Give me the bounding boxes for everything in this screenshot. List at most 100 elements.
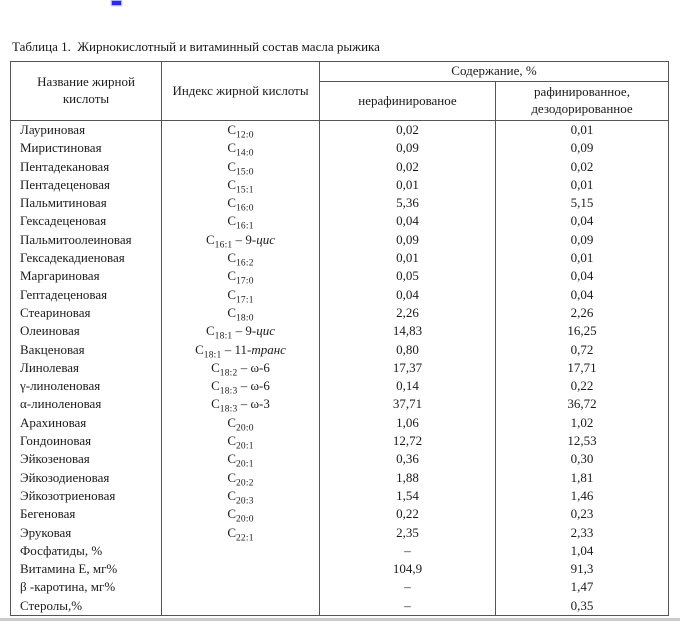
fatty-acid-index: C17:1 bbox=[161, 285, 320, 304]
table-row: Пальмитоолеиновая C16:1 – 9-цис 0,09 0,0… bbox=[10, 230, 670, 250]
fatty-acid-name: Арахиновая bbox=[10, 413, 162, 433]
table-row: Эйкозодиеновая C20:2 1,88 1,81 bbox=[10, 468, 670, 487]
fatty-acid-index: C20:1 bbox=[161, 432, 320, 451]
fatty-acid-name: Витамина Е, мг% bbox=[10, 560, 162, 579]
table-row: Миристиновая C14:0 0,09 0,09 bbox=[10, 139, 670, 158]
fatty-acid-index bbox=[161, 560, 320, 579]
fatty-acid-name: Гексадекадиеновая bbox=[10, 249, 162, 268]
refined-value: 1,46 bbox=[494, 486, 670, 506]
fatty-acid-name: γ-линоленовая bbox=[10, 377, 162, 396]
fatty-acid-index: C20:0 bbox=[161, 505, 320, 524]
unrefined-value: – bbox=[319, 541, 496, 561]
fatty-acid-index: C12:0 bbox=[161, 120, 320, 140]
refined-value: 0,09 bbox=[494, 139, 670, 158]
fatty-acid-index: C18:1 – 9-цис bbox=[161, 322, 320, 341]
fatty-acid-index: C18:2 – ω-6 bbox=[161, 358, 320, 378]
table-row: Бегеновая C20:0 0,22 0,23 bbox=[10, 505, 670, 524]
table-row: Гондоиновая C20:1 12,72 12,53 bbox=[10, 432, 670, 451]
fatty-acid-index: C20:2 bbox=[161, 468, 320, 487]
table-row: Стеролы,% – 0,35 bbox=[10, 596, 670, 616]
unrefined-value: 5,36 bbox=[319, 194, 496, 213]
unrefined-value: 1,54 bbox=[319, 486, 496, 506]
fatty-acid-name: Пентадекановая bbox=[10, 157, 162, 176]
unrefined-value: – bbox=[319, 596, 496, 616]
fatty-acid-index: C20:0 bbox=[161, 413, 320, 433]
unrefined-value: 0,02 bbox=[319, 120, 496, 140]
table-row: Эруковая C22:1 2,35 2,33 bbox=[10, 523, 670, 542]
refined-value: 2,26 bbox=[494, 303, 670, 323]
unrefined-value: 0,36 bbox=[319, 450, 496, 469]
fatty-acid-table: Название жирной кислоты Индекс жирной ки… bbox=[10, 61, 670, 617]
fatty-acid-name: Маргариновая bbox=[10, 267, 162, 286]
fatty-acid-index: C15:1 bbox=[161, 175, 320, 195]
refined-value: 0,72 bbox=[494, 340, 670, 359]
table-row: Пальмитиновая C16:0 5,36 5,15 bbox=[10, 194, 670, 213]
refined-value: 1,02 bbox=[494, 413, 670, 433]
fatty-acid-name: Гексадеценовая bbox=[10, 212, 162, 231]
table-row: α-линоленовая C18:3 – ω-3 37,71 36,72 bbox=[10, 395, 670, 414]
table-row: Фосфатиды, % – 1,04 bbox=[10, 541, 670, 561]
unrefined-value: 12,72 bbox=[319, 432, 496, 451]
refined-value: 0,30 bbox=[494, 450, 670, 469]
fatty-acid-index: C14:0 bbox=[161, 139, 320, 158]
header-fatty-acid-index: Индекс жирной кислоты bbox=[161, 61, 320, 121]
fatty-acid-name: Стеролы,% bbox=[10, 596, 162, 616]
unrefined-value: 14,83 bbox=[319, 322, 496, 341]
table-row: Витамина Е, мг% 104,9 91,3 bbox=[10, 560, 670, 579]
unrefined-value: 2,26 bbox=[319, 303, 496, 323]
table-row: β -каротина, мг% – 1,47 bbox=[10, 578, 670, 597]
header-refined: рафинированное, дезодорированное bbox=[494, 81, 670, 121]
header-content-group: Содержание, % bbox=[318, 61, 670, 82]
unrefined-value: 0,04 bbox=[319, 212, 496, 231]
fatty-acid-index: C18:3 – ω-3 bbox=[161, 395, 320, 414]
table-row: Маргариновая C17:0 0,05 0,04 bbox=[10, 267, 670, 286]
table-row: Линолевая C18:2 – ω-6 17,37 17,71 bbox=[10, 358, 670, 378]
refined-value: 1,47 bbox=[494, 578, 670, 597]
fatty-acid-index: C20:3 bbox=[161, 486, 320, 506]
unrefined-value: 0,02 bbox=[319, 157, 496, 176]
fatty-acid-name: Фосфатиды, % bbox=[10, 541, 162, 561]
table-row: Гептадеценовая C17:1 0,04 0,04 bbox=[10, 285, 670, 304]
fatty-acid-index: C16:2 bbox=[161, 249, 320, 268]
refined-value: 0,04 bbox=[494, 285, 670, 304]
page-bottom-divider bbox=[0, 618, 680, 621]
unrefined-value: 0,01 bbox=[319, 249, 496, 268]
fatty-acid-index bbox=[161, 596, 320, 616]
fatty-acid-index: C15:0 bbox=[161, 157, 320, 176]
refined-value: 36,72 bbox=[494, 395, 670, 414]
refined-value: 0,35 bbox=[494, 596, 670, 616]
fatty-acid-index bbox=[161, 578, 320, 597]
table-row: Эйкозеновая C20:1 0,36 0,30 bbox=[10, 450, 670, 469]
refined-value: 0,09 bbox=[494, 230, 670, 250]
fatty-acid-name: Эйкозеновая bbox=[10, 450, 162, 469]
fatty-acid-name: α-линоленовая bbox=[10, 395, 162, 414]
unrefined-value: 37,71 bbox=[319, 395, 496, 414]
unrefined-value: 0,09 bbox=[319, 139, 496, 158]
table-row: Вакценовая C18:1 – 11-транс 0,80 0,72 bbox=[10, 340, 670, 359]
unrefined-value: 1,06 bbox=[319, 413, 496, 433]
refined-value: 91,3 bbox=[494, 560, 670, 579]
fatty-acid-name: Эйкозотриеновая bbox=[10, 486, 162, 506]
unrefined-value: 0,09 bbox=[319, 230, 496, 250]
unrefined-value: 1,88 bbox=[319, 468, 496, 487]
fatty-acid-index bbox=[161, 541, 320, 561]
unrefined-value: 0,04 bbox=[319, 285, 496, 304]
refined-value: 0,04 bbox=[494, 267, 670, 286]
fatty-acid-name: Эруковая bbox=[10, 523, 162, 542]
unrefined-value: 0,14 bbox=[319, 377, 496, 396]
fatty-acid-index: C18:0 bbox=[161, 303, 320, 323]
fatty-acid-name: Олеиновая bbox=[10, 322, 162, 341]
refined-value: 1,04 bbox=[494, 541, 670, 561]
refined-value: 0,04 bbox=[494, 212, 670, 231]
fatty-acid-index: C18:1 – 11-транс bbox=[161, 340, 320, 359]
fatty-acid-name: Линолевая bbox=[10, 358, 162, 378]
fatty-acid-index: C18:3 – ω-6 bbox=[161, 377, 320, 396]
refined-value: 0,01 bbox=[494, 175, 670, 195]
fatty-acid-name: β -каротина, мг% bbox=[10, 578, 162, 597]
table-row: Пентадеценовая C15:1 0,01 0,01 bbox=[10, 175, 670, 195]
fatty-acid-index: C20:1 bbox=[161, 450, 320, 469]
fatty-acid-name: Гондоиновая bbox=[10, 432, 162, 451]
table-row: Стеариновая C18:0 2,26 2,26 bbox=[10, 303, 670, 323]
fatty-acid-name: Бегеновая bbox=[10, 505, 162, 524]
refined-value: 17,71 bbox=[494, 358, 670, 378]
